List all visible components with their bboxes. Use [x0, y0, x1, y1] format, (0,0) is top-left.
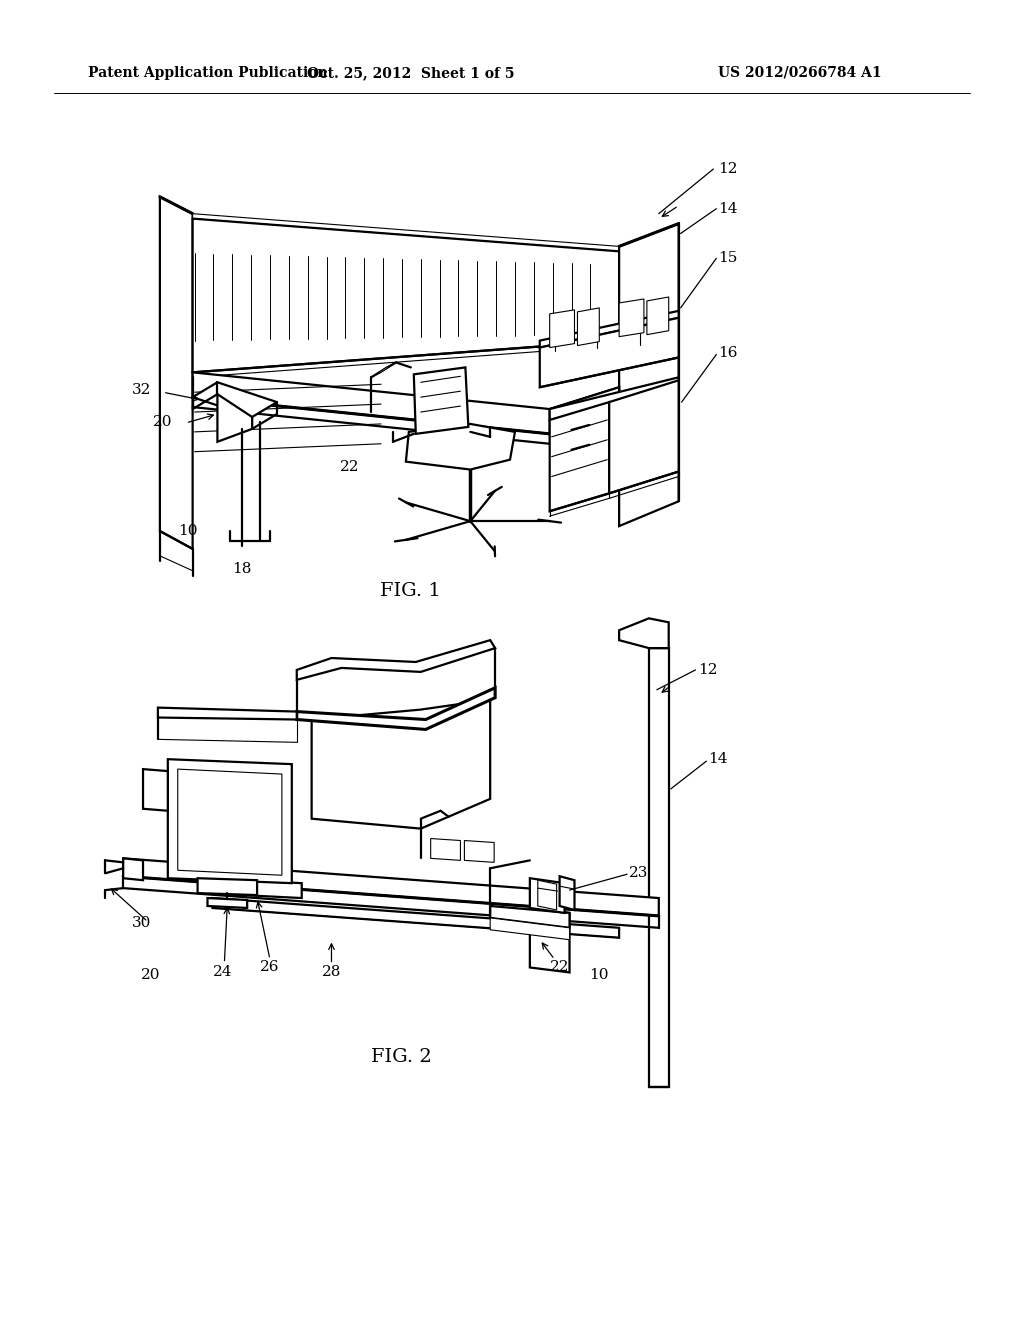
Text: 18: 18 [232, 562, 252, 576]
Polygon shape [311, 700, 490, 829]
Polygon shape [649, 648, 669, 1086]
Polygon shape [490, 917, 569, 940]
Text: 20: 20 [141, 969, 161, 982]
Polygon shape [297, 688, 496, 730]
Text: 30: 30 [132, 916, 151, 929]
Polygon shape [490, 906, 569, 928]
Polygon shape [193, 214, 620, 251]
Text: 10: 10 [178, 524, 198, 539]
Text: 12: 12 [698, 663, 718, 677]
Text: 20: 20 [154, 414, 173, 429]
Polygon shape [647, 297, 669, 335]
Polygon shape [217, 395, 252, 442]
Text: 28: 28 [322, 965, 341, 979]
Polygon shape [620, 618, 669, 648]
Text: 12: 12 [718, 162, 738, 176]
Polygon shape [609, 380, 679, 494]
Polygon shape [550, 403, 609, 511]
Polygon shape [620, 223, 679, 527]
Polygon shape [198, 878, 257, 895]
Text: 16: 16 [718, 346, 738, 359]
Polygon shape [465, 841, 495, 862]
Polygon shape [123, 858, 143, 880]
Polygon shape [123, 858, 658, 916]
Polygon shape [456, 442, 485, 457]
Polygon shape [550, 378, 679, 420]
Polygon shape [559, 876, 574, 909]
Polygon shape [143, 770, 168, 810]
Text: 14: 14 [709, 752, 728, 766]
Polygon shape [431, 838, 461, 861]
Text: 23: 23 [629, 866, 648, 880]
Polygon shape [193, 383, 276, 417]
Text: FIG. 1: FIG. 1 [381, 582, 441, 599]
Polygon shape [203, 878, 302, 898]
Text: 24: 24 [213, 965, 232, 979]
Polygon shape [371, 363, 396, 378]
Text: 26: 26 [260, 961, 280, 974]
Polygon shape [406, 424, 515, 470]
Polygon shape [158, 708, 297, 719]
Polygon shape [540, 318, 679, 387]
Polygon shape [540, 312, 679, 347]
Text: 22: 22 [340, 459, 359, 474]
Text: FIG. 2: FIG. 2 [371, 1048, 431, 1065]
Polygon shape [178, 770, 282, 875]
Polygon shape [297, 640, 496, 680]
Polygon shape [578, 308, 599, 346]
Polygon shape [529, 908, 569, 973]
Text: 10: 10 [590, 969, 609, 982]
Text: 14: 14 [718, 202, 738, 215]
Polygon shape [193, 219, 620, 372]
Polygon shape [529, 878, 564, 913]
Polygon shape [550, 310, 574, 347]
Text: Oct. 25, 2012  Sheet 1 of 5: Oct. 25, 2012 Sheet 1 of 5 [307, 66, 515, 79]
Polygon shape [168, 759, 292, 883]
Text: Patent Application Publication: Patent Application Publication [88, 66, 328, 79]
Polygon shape [208, 898, 247, 908]
Text: 32: 32 [132, 383, 151, 397]
Polygon shape [160, 197, 193, 549]
Text: 15: 15 [718, 251, 737, 265]
Text: 22: 22 [550, 961, 569, 974]
Text: US 2012/0266784 A1: US 2012/0266784 A1 [718, 66, 882, 79]
Polygon shape [550, 387, 620, 434]
Polygon shape [212, 898, 620, 937]
Polygon shape [620, 298, 644, 337]
Polygon shape [193, 372, 620, 434]
Polygon shape [538, 880, 557, 909]
Polygon shape [414, 367, 468, 434]
